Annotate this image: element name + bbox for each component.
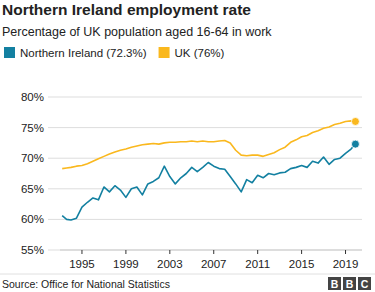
y-tick-label: 55%: [21, 244, 44, 256]
y-tick-label: 60%: [21, 213, 44, 225]
chart: Northern Ireland employment rate Percenta…: [0, 0, 375, 292]
logo-letter: C: [361, 278, 369, 290]
grid-line: [48, 188, 362, 189]
x-axis-line: [60, 250, 362, 251]
x-tick-label: 2019: [333, 258, 359, 270]
plot-area: [62, 121, 355, 220]
legend-swatch: [159, 47, 170, 58]
series-line: [62, 121, 355, 169]
logo-block: [343, 277, 356, 290]
footer-rule: [0, 274, 375, 275]
x-tick-label: 1999: [113, 258, 139, 270]
logo-block: [358, 277, 371, 290]
source: Source: Office for National Statistics: [2, 278, 170, 290]
legend-swatch: [4, 47, 15, 58]
title: Northern Ireland employment rate: [2, 1, 251, 18]
logo: BBC: [328, 277, 371, 290]
x-tick-label: 2007: [201, 258, 227, 270]
x-tick: [169, 250, 170, 254]
x-tick-label: 2003: [157, 258, 183, 270]
logo-block: [328, 277, 341, 290]
y-tick-label: 80%: [21, 91, 44, 103]
legend-label: Northern Ireland (72.3%): [20, 47, 147, 59]
end-dot: [351, 117, 359, 125]
x-tick: [301, 250, 302, 254]
subtitle: Percentage of UK population aged 16-64 i…: [2, 25, 272, 39]
y-tick-label: 75%: [21, 122, 44, 134]
x-tick: [81, 250, 82, 254]
grid-line: [48, 219, 362, 220]
legend-label: UK (76%): [175, 47, 225, 59]
grid-line: [48, 158, 362, 159]
grid-line: [48, 127, 362, 128]
logo-letter: B: [346, 278, 354, 290]
x-tick: [257, 250, 258, 254]
end-dot: [351, 140, 359, 148]
x-tick: [345, 250, 346, 254]
logo-letter: B: [331, 278, 339, 290]
x-tick-label: 1995: [69, 258, 95, 270]
x-tick-label: 2015: [289, 258, 315, 270]
grid-line: [48, 250, 362, 251]
y-tick-label: 65%: [21, 183, 44, 195]
x-tick: [125, 250, 126, 254]
grid-line: [48, 97, 362, 98]
x-tick: [213, 250, 214, 254]
x-tick-label: 2011: [245, 258, 270, 270]
y-tick-label: 70%: [21, 152, 44, 164]
